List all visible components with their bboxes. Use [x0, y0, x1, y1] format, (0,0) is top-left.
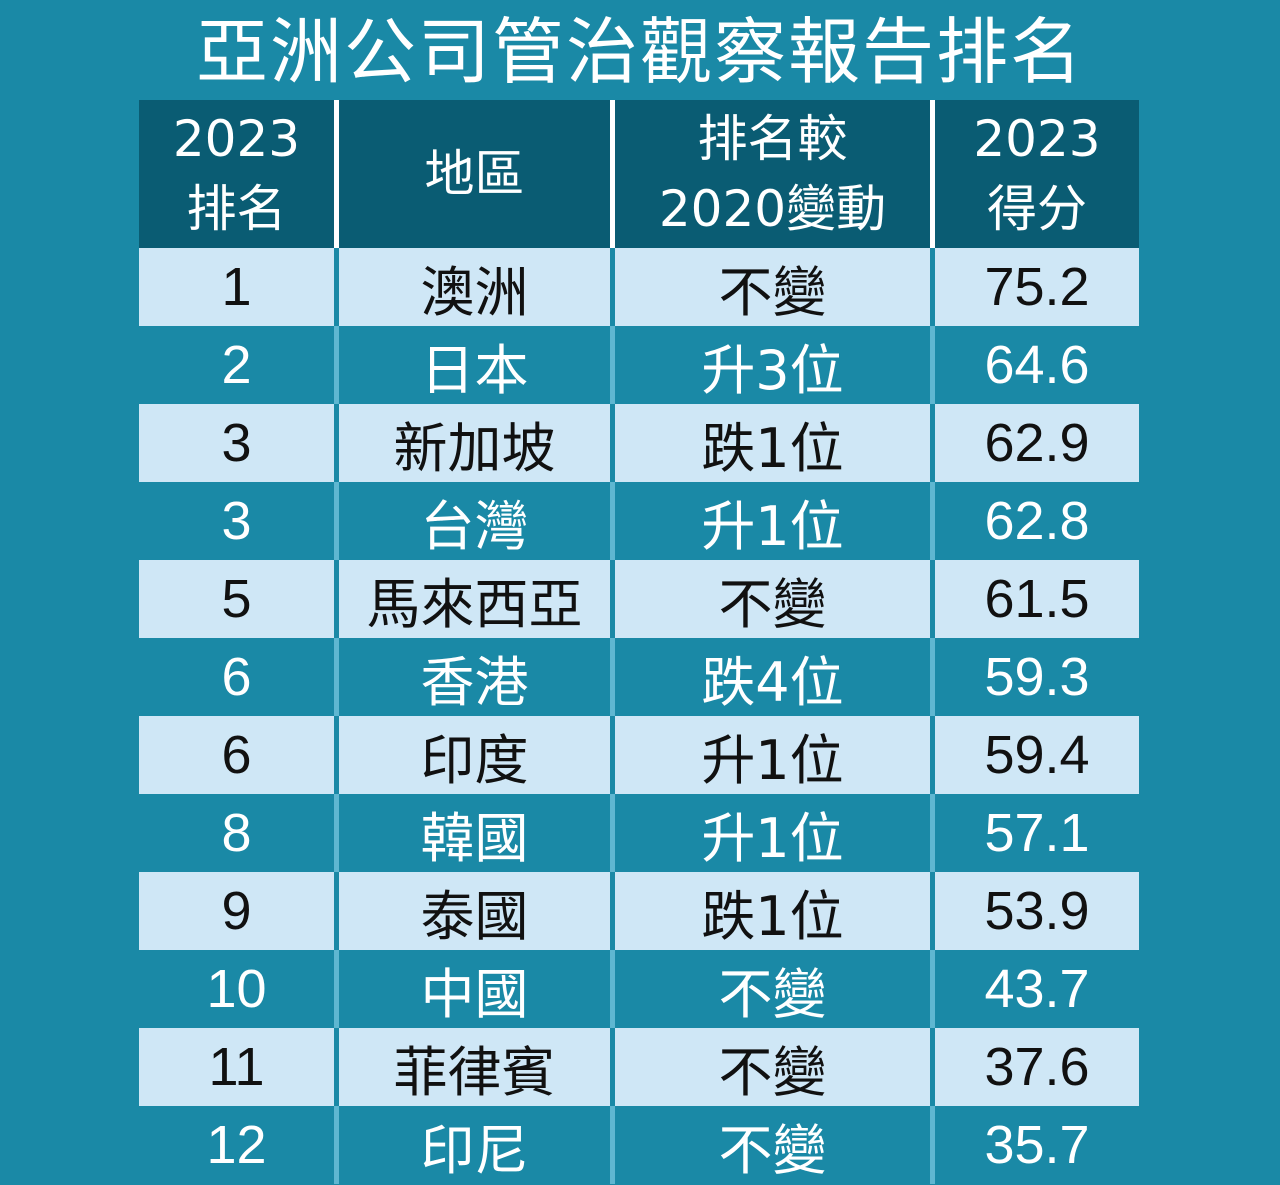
rank-cell: 9 [221, 881, 252, 941]
score-cell: 62.8 [930, 482, 1139, 560]
score-cell: 75.2 [930, 248, 1139, 326]
change-cell: 跌4位 [610, 638, 930, 716]
change-cell: 跌1位 [610, 872, 930, 950]
score-cell: 35.7 [930, 1106, 1139, 1184]
score-cell: 59.3 [930, 638, 1139, 716]
rank-cell: 6 [221, 725, 252, 785]
region-cell: 印尼 [334, 1106, 610, 1184]
table-row: 6 香港 跌4位 59.3 [139, 638, 1139, 716]
table-row: 5 馬來西亞 不變 61.5 [139, 560, 1139, 638]
score-cell: 37.6 [930, 1028, 1139, 1106]
score-cell: 43.7 [930, 950, 1139, 1028]
score-cell: 59.4 [930, 716, 1139, 794]
table-row: 10 中國 不變 43.7 [139, 950, 1139, 1028]
rank-cell: 3 [221, 413, 252, 473]
rank-cell: 10 [206, 959, 267, 1019]
change-cell: 不變 [610, 1028, 930, 1106]
table-row: 2 日本 升3位 64.6 [139, 326, 1139, 404]
table-row: 1 澳洲 不變 75.2 [139, 248, 1139, 326]
score-cell: 53.9 [930, 872, 1139, 950]
table-row: 6 印度 升1位 59.4 [139, 716, 1139, 794]
region-cell: 菲律賓 [334, 1028, 610, 1106]
region-cell: 新加坡 [334, 404, 610, 482]
header-rank-2023: 2023 排名 [172, 110, 301, 238]
table-header: 2023 排名 地區 排名較 2020變動 2023 得分 [139, 100, 1139, 248]
score-cell: 57.1 [930, 794, 1139, 872]
table-row: 9 泰國 跌1位 53.9 [139, 872, 1139, 950]
change-cell: 升1位 [610, 482, 930, 560]
rank-cell: 3 [221, 491, 252, 551]
rank-cell: 6 [221, 647, 252, 707]
region-cell: 日本 [334, 326, 610, 404]
region-cell: 澳洲 [334, 248, 610, 326]
change-cell: 不變 [610, 560, 930, 638]
rank-cell: 1 [221, 257, 252, 317]
change-cell: 升1位 [610, 794, 930, 872]
change-cell: 升3位 [610, 326, 930, 404]
change-cell: 跌1位 [610, 404, 930, 482]
table-row: 11 菲律賓 不變 37.6 [139, 1028, 1139, 1106]
region-cell: 中國 [334, 950, 610, 1028]
header-region: 地區 [334, 100, 610, 248]
score-cell: 62.9 [930, 404, 1139, 482]
rank-cell: 8 [221, 803, 252, 863]
region-cell: 印度 [334, 716, 610, 794]
table-row: 3 新加坡 跌1位 62.9 [139, 404, 1139, 482]
ranking-table: 2023 排名 地區 排名較 2020變動 2023 得分 1 澳洲 不變 75.2 2… [139, 100, 1139, 1184]
header-score-2023: 2023 得分 [930, 100, 1139, 248]
region-cell: 韓國 [334, 794, 610, 872]
table-row: 3 台灣 升1位 62.8 [139, 482, 1139, 560]
region-cell: 馬來西亞 [334, 560, 610, 638]
score-cell: 64.6 [930, 326, 1139, 404]
region-cell: 香港 [334, 638, 610, 716]
table-row: 8 韓國 升1位 57.1 [139, 794, 1139, 872]
rank-cell: 2 [221, 335, 252, 395]
score-cell: 61.5 [930, 560, 1139, 638]
rank-cell: 12 [206, 1115, 267, 1175]
rank-cell: 11 [208, 1037, 265, 1097]
region-cell: 台灣 [334, 482, 610, 560]
change-cell: 升1位 [610, 716, 930, 794]
chart-title: 亞洲公司管治觀察報告排名 [195, 10, 1084, 94]
table-row: 12 印尼 不變 35.7 [139, 1106, 1139, 1184]
header-rank-change: 排名較 2020變動 [610, 100, 930, 248]
table-body: 1 澳洲 不變 75.2 2 日本 升3位 64.6 3 新加坡 跌1位 62.9 3 台灣 升1位 62.8… [139, 248, 1139, 1184]
rank-cell: 5 [221, 569, 252, 629]
change-cell: 不變 [610, 950, 930, 1028]
region-cell: 泰國 [334, 872, 610, 950]
change-cell: 不變 [610, 248, 930, 326]
change-cell: 不變 [610, 1106, 930, 1184]
